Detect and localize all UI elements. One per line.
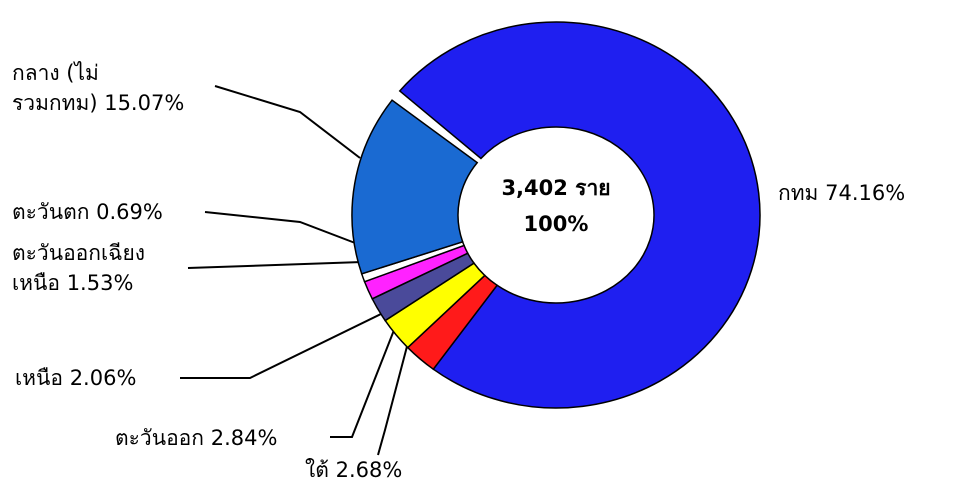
value-label: 2.84% (210, 426, 278, 450)
leader-line (214, 85, 361, 159)
category: ตะวันตก (12, 200, 90, 224)
slice-label: กทม 74.16% (778, 178, 905, 208)
leader-line (377, 334, 411, 456)
category: กลาง (ไม่ รวมกทม) (12, 61, 99, 115)
category: กทม (778, 181, 819, 205)
value-label: 2.68% (335, 458, 403, 482)
slices (351, 21, 761, 409)
slice-label: ใต้ 2.68% (305, 455, 402, 485)
category: ตะวันออก (115, 426, 205, 450)
slice (398, 21, 761, 409)
category: เหนือ (15, 366, 63, 390)
value-label: 15.07% (104, 91, 185, 115)
leader-line (204, 211, 364, 247)
value-label: 0.69% (96, 200, 163, 224)
value-label: 1.53% (66, 271, 134, 295)
category: ตะวันออกเฉียง เหนือ (12, 241, 146, 295)
category: ใต้ (305, 458, 329, 482)
center-label: 3,402 ราย (501, 176, 611, 200)
slice-label: ตะวันตก 0.69% (12, 197, 163, 227)
center-percent: 100% (523, 212, 589, 236)
slice-label: ตะวันออก 2.84% (115, 423, 277, 453)
value-label: 74.16% (825, 181, 906, 205)
slice-label: เหนือ 2.06% (15, 363, 136, 393)
leader-line (330, 324, 397, 438)
value-label: 2.06% (69, 366, 137, 390)
slice (351, 99, 479, 275)
leader-lines (180, 85, 411, 456)
slice-label: ตะวันออกเฉียง เหนือ 1.53% (12, 238, 145, 298)
leader-line (180, 311, 386, 379)
slice-label: กลาง (ไม่ รวมกทม) 15.07% (12, 58, 184, 118)
leader-line (187, 261, 363, 269)
